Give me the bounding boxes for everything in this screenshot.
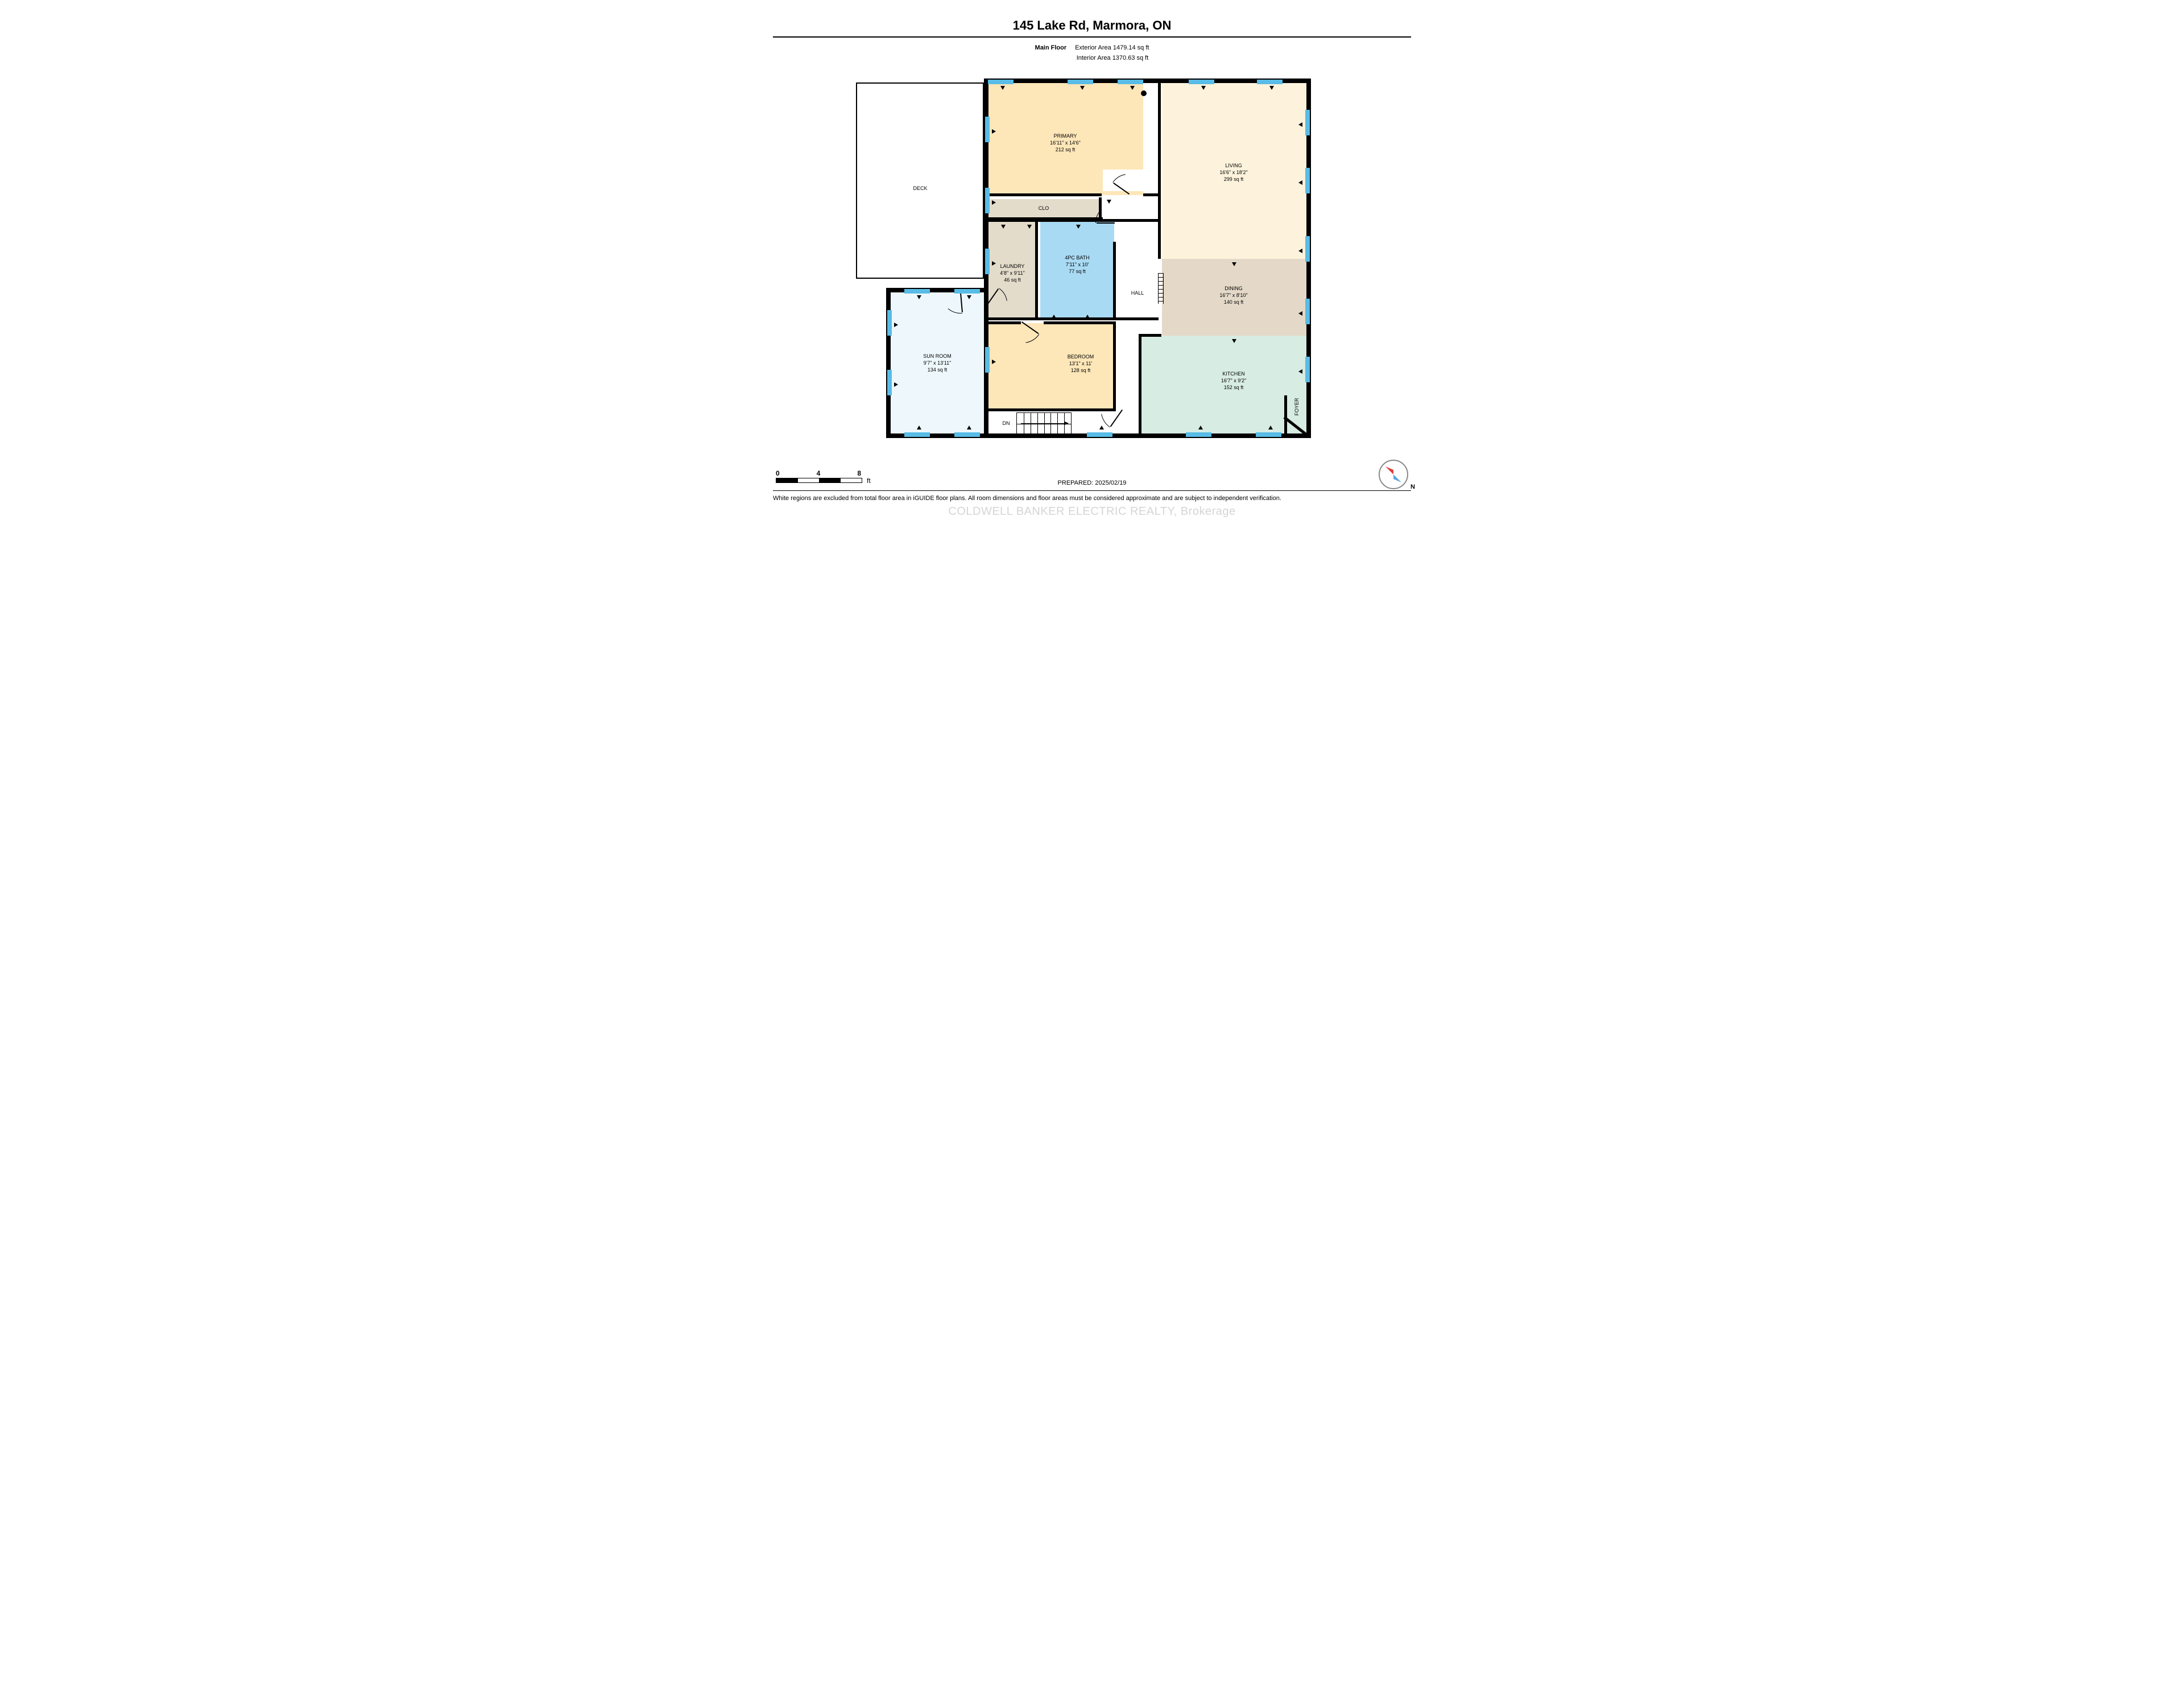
scale-1: 4 [817, 469, 821, 477]
disclaimer: White regions are excluded from total fl… [773, 495, 1411, 502]
room-label-sunroom: SUN ROOM9'7" x 13'11"134 sq ft [923, 353, 952, 373]
room-label-hall: HALL [1131, 290, 1144, 296]
footer-rule [773, 490, 1411, 491]
room-label-bedroom: BEDROOM13'1" x 11'128 sq ft [1068, 353, 1094, 374]
room-label-foyer: FOYER [1288, 403, 1305, 410]
watermark: COLDWELL BANKER ELECTRIC REALTY, Brokera… [751, 505, 1433, 518]
scale-2: 8 [857, 469, 861, 477]
room-label-dining: DINING16'7" x 8'10"140 sq ft [1219, 285, 1247, 305]
floor-label: Main Floor [1035, 44, 1067, 51]
room-label-laundry: LAUNDRY4'8" x 9'11"46 sq ft [1000, 263, 1025, 283]
prepared-date: 2025/02/19 [1095, 480, 1126, 486]
title-rule [773, 36, 1411, 38]
subheader: Main Floor Exterior Area 1479.14 sq ft I… [751, 43, 1433, 63]
scale-0: 0 [776, 469, 780, 477]
stairs-dn-label: DN [1003, 420, 1010, 427]
room-label-living: LIVING16'6" x 18'2"299 sq ft [1219, 162, 1247, 183]
interior-area-label: Interior Area [1077, 55, 1111, 61]
exterior-area-label: Exterior Area [1075, 44, 1111, 51]
prepared-line: PREPARED: 2025/02/19 [751, 480, 1433, 486]
exterior-area-value: 1479.14 sq ft [1113, 44, 1149, 51]
interior-area-value: 1370.63 sq ft [1112, 55, 1149, 61]
room-label-deck: DECK [913, 185, 927, 192]
compass-icon: N [1379, 460, 1408, 489]
page-title: 145 Lake Rd, Marmora, ON [751, 18, 1433, 33]
room-label-bath: 4PC BATH7'11" x 10'77 sq ft [1065, 254, 1089, 275]
prepared-label: PREPARED: [1058, 480, 1094, 486]
room-label-kitchen: KITCHEN16'7" x 9'2"152 sq ft [1221, 370, 1246, 391]
floor-plan: DECK DN PRIMARY16'11" x 14'6"212 sq ft CLO L… [791, 77, 1311, 449]
room-label-primary: PRIMARY16'11" x 14'6"212 sq ft [1050, 133, 1081, 153]
room-label-clo: CLO [1039, 205, 1049, 212]
